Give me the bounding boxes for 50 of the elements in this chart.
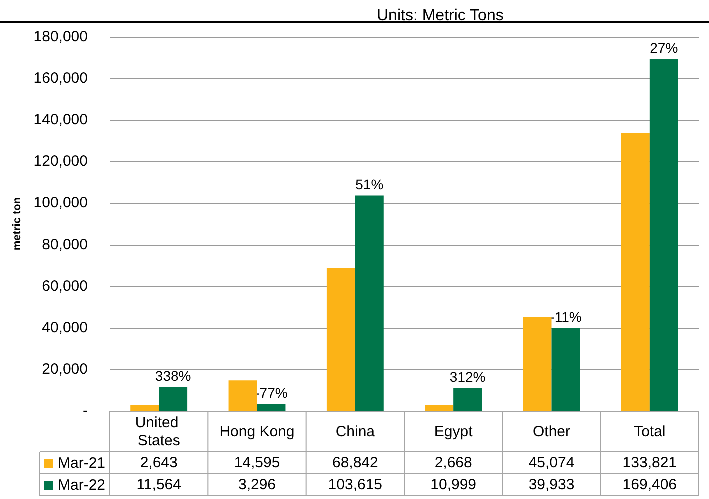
annotation: 312% [450, 369, 486, 386]
bar [228, 380, 258, 411]
x-tick-label: Other [532, 424, 571, 440]
chart-title: Units: Metric Tons [377, 8, 504, 24]
data-label: 68,842 [332, 454, 378, 472]
x-tick-label: Total [634, 424, 666, 440]
y-tick-label: - [83, 402, 88, 420]
x-tick-label: China [336, 424, 376, 440]
legend-label: Mar-22 [58, 477, 106, 494]
annotation: 27% [650, 40, 678, 56]
y-axis-title: metric ton [11, 197, 24, 251]
x-tick-label: Egypt [434, 424, 474, 440]
data-label: 3,296 [238, 476, 276, 494]
data-label: 10,999 [430, 476, 477, 494]
bar [425, 405, 454, 411]
bar [650, 59, 678, 411]
data-label: 103,615 [328, 476, 383, 494]
legend-label: Mar-21 [58, 455, 106, 472]
data-label: 133,821 [622, 454, 678, 472]
data-label: 169,406 [622, 476, 678, 494]
annotation: -77% [255, 385, 288, 402]
y-tick-label: 60,000 [42, 278, 88, 295]
y-tick-label: 180,000 [34, 28, 88, 46]
data-label: 11,564 [136, 476, 182, 494]
bar [326, 268, 356, 411]
y-tick-label: 120,000 [34, 153, 88, 170]
bar [257, 404, 286, 411]
annotation: -11% [550, 309, 582, 326]
data-label: 2,643 [140, 454, 178, 472]
x-tick-label: United States [135, 414, 183, 450]
bar [454, 388, 482, 411]
y-tick-label: 160,000 [34, 70, 88, 88]
bar [355, 196, 384, 411]
y-tick-label: 40,000 [42, 319, 88, 336]
bar [159, 386, 188, 411]
bar [523, 317, 552, 411]
x-tick-label: Hong Kong [220, 424, 295, 440]
data-label: 39,933 [528, 476, 575, 494]
bar [621, 132, 650, 411]
bar [130, 406, 160, 411]
data-label: 14,595 [234, 454, 280, 472]
data-label: 45,074 [528, 454, 575, 472]
data-label: 2,668 [434, 454, 472, 472]
y-tick-label: 100,000 [34, 194, 88, 212]
annotation: 338% [155, 368, 192, 384]
annotation: 51% [356, 176, 384, 193]
y-tick-label: 140,000 [34, 112, 88, 129]
y-tick-label: 20,000 [42, 360, 88, 378]
y-tick-label: 80,000 [42, 236, 88, 254]
bar [552, 328, 580, 411]
